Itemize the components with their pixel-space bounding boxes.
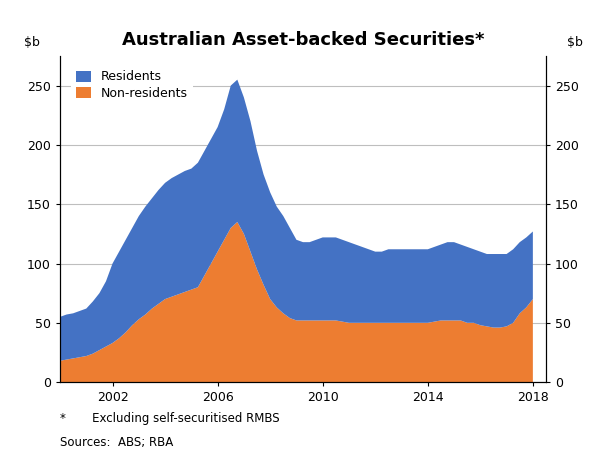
Text: *       Excluding self-securitised RMBS: * Excluding self-securitised RMBS (60, 412, 280, 425)
Title: Australian Asset-backed Securities*: Australian Asset-backed Securities* (122, 31, 484, 49)
Text: Sources:  ABS; RBA: Sources: ABS; RBA (60, 436, 173, 449)
Text: $b: $b (23, 36, 40, 49)
Legend: Residents, Non-residents: Residents, Non-residents (71, 65, 193, 105)
Text: $b: $b (566, 36, 583, 49)
